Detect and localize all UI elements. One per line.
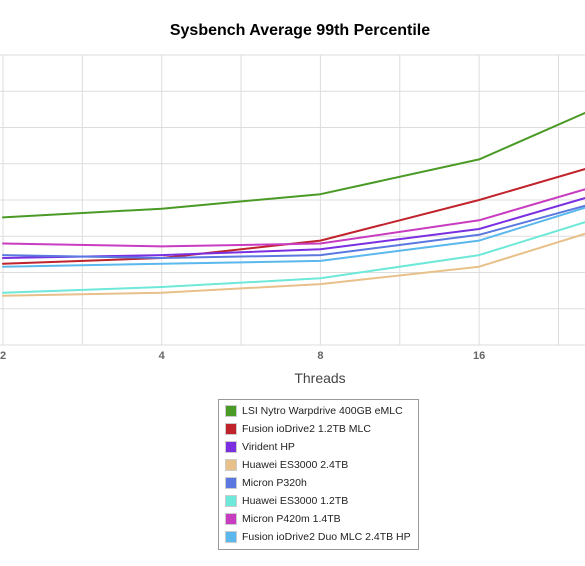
legend-swatch xyxy=(225,423,237,435)
legend-item[interactable]: Fusion ioDrive2 Duo MLC 2.4TB HP xyxy=(219,528,418,546)
legend-label: Micron P420m 1.4TB xyxy=(242,513,341,525)
series-line-1 xyxy=(2,111,585,219)
x-tick-label: 2 xyxy=(0,350,6,362)
legend-item[interactable]: Micron P420m 1.4TB xyxy=(219,510,418,528)
legend-label: LSI Nytro Warpdrive 400GB eMLC xyxy=(242,405,403,417)
legend-item[interactable]: Huawei ES3000 2.4TB xyxy=(219,456,418,474)
legend-label: Virident HP xyxy=(242,441,295,453)
legend-label: Fusion ioDrive2 1.2TB MLC xyxy=(242,423,371,435)
chart-title: Sysbench Average 99th Percentile xyxy=(170,22,430,39)
legend-swatch xyxy=(225,513,237,525)
legend-item[interactable]: Virident HP xyxy=(219,438,418,456)
legend-item[interactable]: Micron P320h xyxy=(219,474,418,492)
legend-label: Fusion ioDrive2 Duo MLC 2.4TB HP xyxy=(242,531,411,543)
x-tick-label: 16 xyxy=(473,350,485,362)
x-tick-label: 8 xyxy=(317,350,323,362)
series-line-8 xyxy=(2,206,585,268)
grid xyxy=(0,54,585,346)
legend-swatch xyxy=(225,459,237,471)
legend-item[interactable]: Fusion ioDrive2 1.2TB MLC xyxy=(219,420,418,438)
series-line-7 xyxy=(2,188,585,248)
legend-swatch xyxy=(225,531,237,543)
legend-swatch xyxy=(225,495,237,507)
series-line-4 xyxy=(2,232,585,297)
x-tick-label: 4 xyxy=(159,350,166,362)
series-line-2 xyxy=(2,167,585,265)
x-axis-ticks: 2 4 8 16 xyxy=(0,350,485,362)
series-line-6 xyxy=(2,221,585,294)
series-line-5 xyxy=(2,204,585,259)
x-axis-label: Threads xyxy=(294,370,345,386)
legend-label: Micron P320h xyxy=(242,477,307,489)
legend-item[interactable]: Huawei ES3000 1.2TB xyxy=(219,492,418,510)
legend-swatch xyxy=(225,441,237,453)
legend-swatch xyxy=(225,405,237,417)
series-lines xyxy=(2,111,585,297)
legend-label: Huawei ES3000 1.2TB xyxy=(242,495,349,507)
legend-label: Huawei ES3000 2.4TB xyxy=(242,459,349,471)
legend-item[interactable]: LSI Nytro Warpdrive 400GB eMLC xyxy=(219,402,418,420)
legend: LSI Nytro Warpdrive 400GB eMLC Fusion ioD… xyxy=(218,399,419,550)
legend-swatch xyxy=(225,477,237,489)
